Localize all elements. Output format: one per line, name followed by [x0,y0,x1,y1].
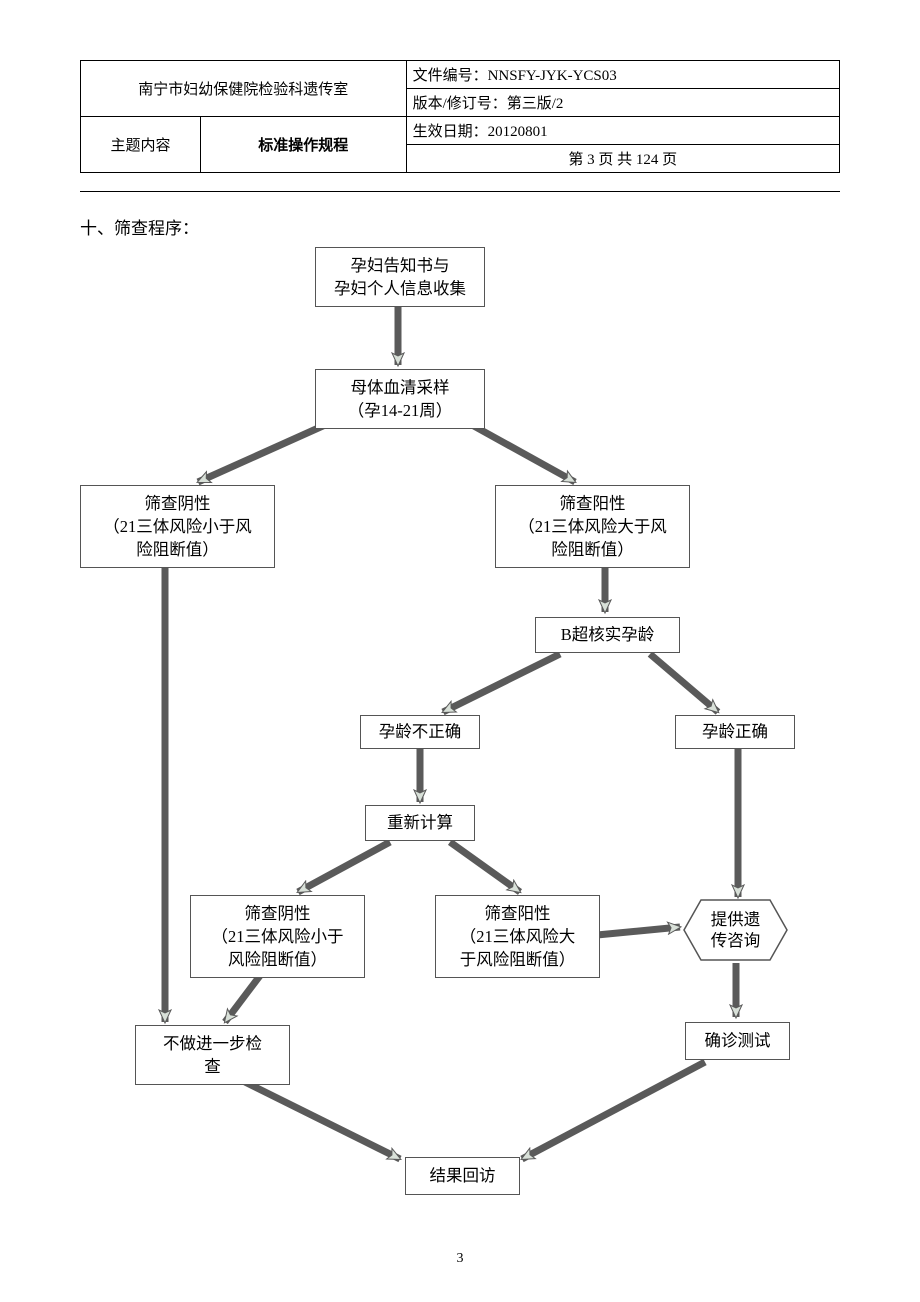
doc-no: 文件编号：NNSFY-JYK-YCS03 [406,61,839,89]
node-pos2: 筛查阳性 （21三体风险大 于风险阻断值） [435,895,600,978]
page-indicator: 第 3 页 共 124 页 [406,145,839,173]
node-age-right: 孕龄正确 [675,715,795,749]
version: 版本/修订号：第三版/2 [406,89,839,117]
node-age-wrong: 孕龄不正确 [360,715,480,749]
node-followup: 结果回访 [405,1157,520,1195]
eff-date: 生效日期：20120801 [406,117,839,145]
node-ultrasound: B超核实孕龄 [535,617,680,653]
node-neg2: 筛查阴性 （21三体风险小于 风险阻断值） [190,895,365,978]
node-no-further: 不做进一步检 查 [135,1025,290,1085]
node-pos1: 筛查阳性 （21三体风险大于风 险阻断值） [495,485,690,568]
subject-label: 主题内容 [81,117,201,173]
doc-title: 标准操作规程 [201,117,407,173]
node-neg1: 筛查阴性 （21三体风险小于风 险阻断值） [80,485,275,568]
org-name: 南宁市妇幼保健院检验科遗传室 [81,61,407,117]
header-table: 南宁市妇幼保健院检验科遗传室 文件编号：NNSFY-JYK-YCS03 版本/修… [80,60,840,173]
section-title: 十、筛查程序： [80,214,840,239]
page-number: 3 [0,1251,920,1267]
node-counsel: 提供遗 传咨询 [683,899,788,961]
flowchart: 孕妇告知书与 孕妇个人信息收集 母体血清采样 （孕14-21周） 筛查阴性 （2… [80,247,840,1217]
node-recalc: 重新计算 [365,805,475,841]
node-consent: 孕妇告知书与 孕妇个人信息收集 [315,247,485,307]
node-sampling: 母体血清采样 （孕14-21周） [315,369,485,429]
node-confirm: 确诊测试 [685,1022,790,1060]
divider [80,191,840,192]
